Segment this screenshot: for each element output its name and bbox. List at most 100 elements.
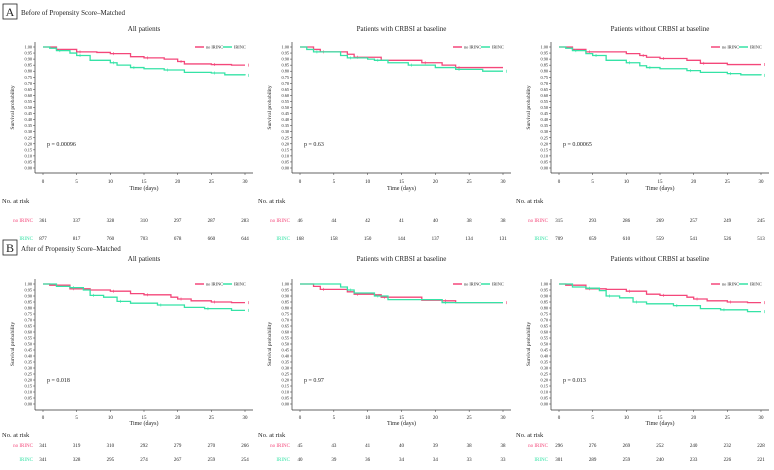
y-axis-label: Survival probability bbox=[526, 85, 532, 129]
y-tick-label: 1.00 bbox=[281, 45, 289, 50]
x-tick-label: 30 bbox=[759, 180, 765, 185]
risk-table-title: No. at risk bbox=[258, 198, 286, 205]
y-tick-label: 0.25 bbox=[281, 135, 289, 140]
x-tick-label: 30 bbox=[243, 416, 249, 421]
y-tick-label: 0.70 bbox=[281, 81, 289, 86]
x-tick-label: 15 bbox=[399, 180, 405, 185]
risk-table-value: 144 bbox=[398, 237, 406, 242]
risk-table-value: 252 bbox=[656, 444, 664, 449]
y-tick-label: 0.95 bbox=[540, 51, 548, 56]
x-tick-label: 20 bbox=[175, 180, 181, 185]
y-tick-label: 0.40 bbox=[540, 117, 548, 122]
panel-label-box bbox=[2, 239, 18, 256]
y-tick-label: 0.55 bbox=[24, 99, 32, 104]
x-tick-label: 5 bbox=[75, 180, 78, 185]
y-tick-label: 0.35 bbox=[281, 360, 289, 365]
risk-table-value: 270 bbox=[208, 444, 216, 449]
risk-table-value: 319 bbox=[73, 444, 81, 449]
x-tick-label: 30 bbox=[501, 180, 507, 185]
risk-table-group-label: IRINC bbox=[19, 237, 33, 242]
x-tick-label: 30 bbox=[243, 180, 249, 185]
x-tick-label: 0 bbox=[558, 180, 561, 185]
risk-table-value: 526 bbox=[724, 237, 732, 242]
x-tick-label: 0 bbox=[42, 180, 45, 185]
risk-table-value: 659 bbox=[589, 237, 597, 242]
plot-title: Patients with CRBSI at baseline bbox=[357, 255, 447, 263]
y-tick-label: 0.20 bbox=[281, 141, 289, 146]
risk-table-value: 341 bbox=[39, 444, 47, 449]
risk-table-value: 287 bbox=[208, 219, 216, 224]
x-tick-label: 0 bbox=[299, 180, 302, 185]
risk-table-value: 559 bbox=[656, 237, 664, 242]
y-tick-label: 0.15 bbox=[24, 147, 32, 152]
risk-table-value: 513 bbox=[757, 237, 765, 242]
panel-label-box bbox=[2, 3, 18, 20]
y-tick-label: 0.55 bbox=[540, 336, 548, 341]
y-tick-label: 0.45 bbox=[24, 111, 32, 116]
y-tick-label: 0.50 bbox=[281, 342, 289, 347]
y-tick-label: 0.00 bbox=[540, 402, 548, 407]
legend-label: no IRINC bbox=[206, 45, 223, 50]
risk-table-value: 310 bbox=[107, 444, 115, 449]
y-tick-label: 0.55 bbox=[281, 99, 289, 104]
x-tick-label: 10 bbox=[365, 180, 371, 185]
risk-table-group-label: IRINC bbox=[534, 458, 548, 463]
y-tick-label: 0.70 bbox=[281, 318, 289, 323]
y-tick-label: 0.25 bbox=[24, 372, 32, 377]
km-curve-irinc bbox=[300, 46, 503, 72]
risk-table-value: 137 bbox=[432, 237, 440, 242]
x-tick-label: 5 bbox=[333, 180, 336, 185]
legend-label: no IRINC bbox=[464, 45, 481, 50]
risk-table-value: 150 bbox=[364, 237, 372, 242]
y-tick-label: 0.35 bbox=[540, 360, 548, 365]
p-value: p = 0.018 bbox=[47, 378, 70, 384]
risk-table-value: 361 bbox=[39, 219, 47, 224]
y-tick-label: 0.75 bbox=[281, 312, 289, 317]
x-tick-label: 10 bbox=[624, 180, 630, 185]
y-tick-label: 0.70 bbox=[540, 318, 548, 323]
risk-table-value: 40 bbox=[298, 458, 304, 463]
y-tick-label: 0.40 bbox=[281, 117, 289, 122]
risk-table-title: No. at risk bbox=[258, 432, 286, 439]
risk-table-value: 678 bbox=[174, 237, 182, 242]
legend-label: no IRINC bbox=[464, 282, 481, 287]
y-tick-label: 0.40 bbox=[281, 354, 289, 359]
risk-table-title: No. at risk bbox=[516, 198, 544, 205]
legend-label: IRINC bbox=[492, 282, 504, 287]
y-tick-label: 0.35 bbox=[540, 123, 548, 128]
risk-table-value: 760 bbox=[107, 237, 115, 242]
panel-title: Before of Propensity Score–Matched bbox=[21, 9, 125, 17]
km-curve-irinc bbox=[43, 283, 245, 312]
x-tick-label: 25 bbox=[725, 416, 731, 421]
y-tick-label: 1.00 bbox=[281, 282, 289, 287]
km-curve-irinc bbox=[559, 283, 761, 313]
y-tick-label: 0.20 bbox=[24, 141, 32, 146]
risk-table-value: 249 bbox=[724, 219, 732, 224]
risk-table-value: 34 bbox=[399, 458, 405, 463]
x-axis-label: Time (days) bbox=[387, 185, 416, 192]
risk-table-value: 33 bbox=[501, 458, 507, 463]
panel-label: A bbox=[6, 5, 15, 19]
risk-table-value: 703 bbox=[140, 237, 148, 242]
risk-table-value: 45 bbox=[298, 444, 304, 449]
km-curve-no-irinc bbox=[559, 46, 761, 66]
y-tick-label: 0.65 bbox=[540, 324, 548, 329]
y-tick-label: 0.80 bbox=[24, 69, 32, 74]
legend-label: IRINC bbox=[750, 45, 762, 50]
y-tick-label: 0.15 bbox=[540, 147, 548, 152]
risk-table-group-label: no IRINC bbox=[528, 219, 549, 224]
x-axis-label: Time (days) bbox=[646, 420, 675, 427]
y-tick-label: 0.80 bbox=[540, 69, 548, 74]
y-tick-label: 0.05 bbox=[281, 159, 289, 164]
y-tick-label: 0.45 bbox=[281, 348, 289, 353]
x-tick-label: 20 bbox=[175, 416, 181, 421]
y-axis-label: Survival probability bbox=[267, 85, 273, 129]
y-tick-label: 0.65 bbox=[24, 324, 32, 329]
x-tick-label: 30 bbox=[501, 416, 507, 421]
y-tick-label: 0.60 bbox=[540, 330, 548, 335]
risk-table-value: 134 bbox=[465, 237, 473, 242]
y-tick-label: 0.85 bbox=[24, 63, 32, 68]
y-tick-label: 0.80 bbox=[281, 69, 289, 74]
y-tick-label: 0.95 bbox=[281, 51, 289, 56]
